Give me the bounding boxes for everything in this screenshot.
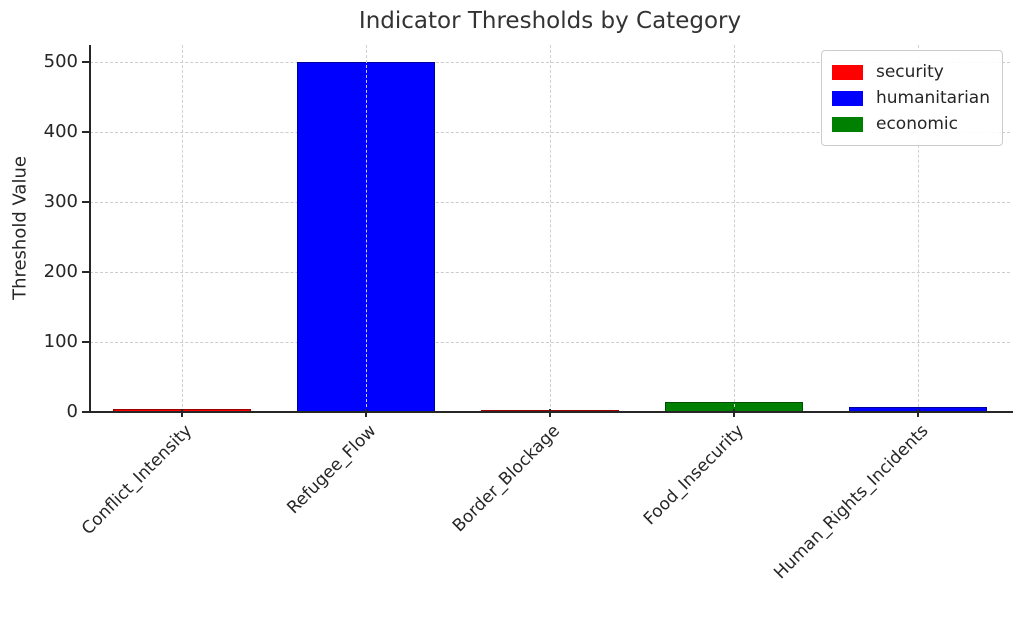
legend-swatch-economic [831,116,863,132]
y-tick-mark [82,61,90,64]
x-tick-label-human-rights-incidents: Human_Rights_Incidents [769,421,933,584]
y-tick-mark [82,411,90,413]
plot-area: security humanitarian economic 0 100 200 30… [44,45,1013,583]
x-tick-mark [365,409,367,417]
y-tick-label: 200 [43,261,78,283]
x-tick-mark [733,409,735,417]
y-tick-label: 300 [43,191,78,213]
v-gridline [366,45,367,412]
x-tick-label-refugee-flow: Refugee_Flow [283,421,381,519]
v-gridline [550,45,551,412]
y-tick-mark [82,201,90,204]
x-tick-label-border-blockage: Border_Blockage [448,421,565,537]
legend-swatch-security [831,64,863,80]
y-tick-label: 500 [43,51,78,73]
x-tick-label-food-insecurity: Food_Insecurity [639,421,749,530]
v-gridline [734,45,735,412]
y-tick-label: 400 [43,121,78,143]
legend-entry-security: security [831,59,990,85]
y-axis-spine [89,45,91,412]
y-tick-mark [82,271,90,274]
y-tick-label: 100 [43,331,78,353]
legend-label: humanitarian [875,88,990,108]
legend-entry-economic: economic [831,111,990,137]
legend: security humanitarian economic [820,50,1003,146]
x-tick-mark [181,409,183,417]
y-tick-mark [82,131,90,134]
x-axis-spine [89,411,1013,413]
y-tick-label: 0 [66,401,78,422]
legend-swatch-humanitarian [831,90,863,106]
v-gridline [182,45,183,412]
legend-label: security [875,62,944,82]
legend-entry-humanitarian: humanitarian [831,85,990,111]
v-gridline [918,45,919,412]
x-tick-label-conflict-intensity: Conflict_Intensity [78,421,197,540]
legend-label: economic [875,114,958,134]
x-tick-mark [917,409,919,417]
chart-title: Indicator Thresholds by Category [358,8,742,34]
x-tick-mark [549,409,551,417]
y-tick-mark [82,341,90,344]
